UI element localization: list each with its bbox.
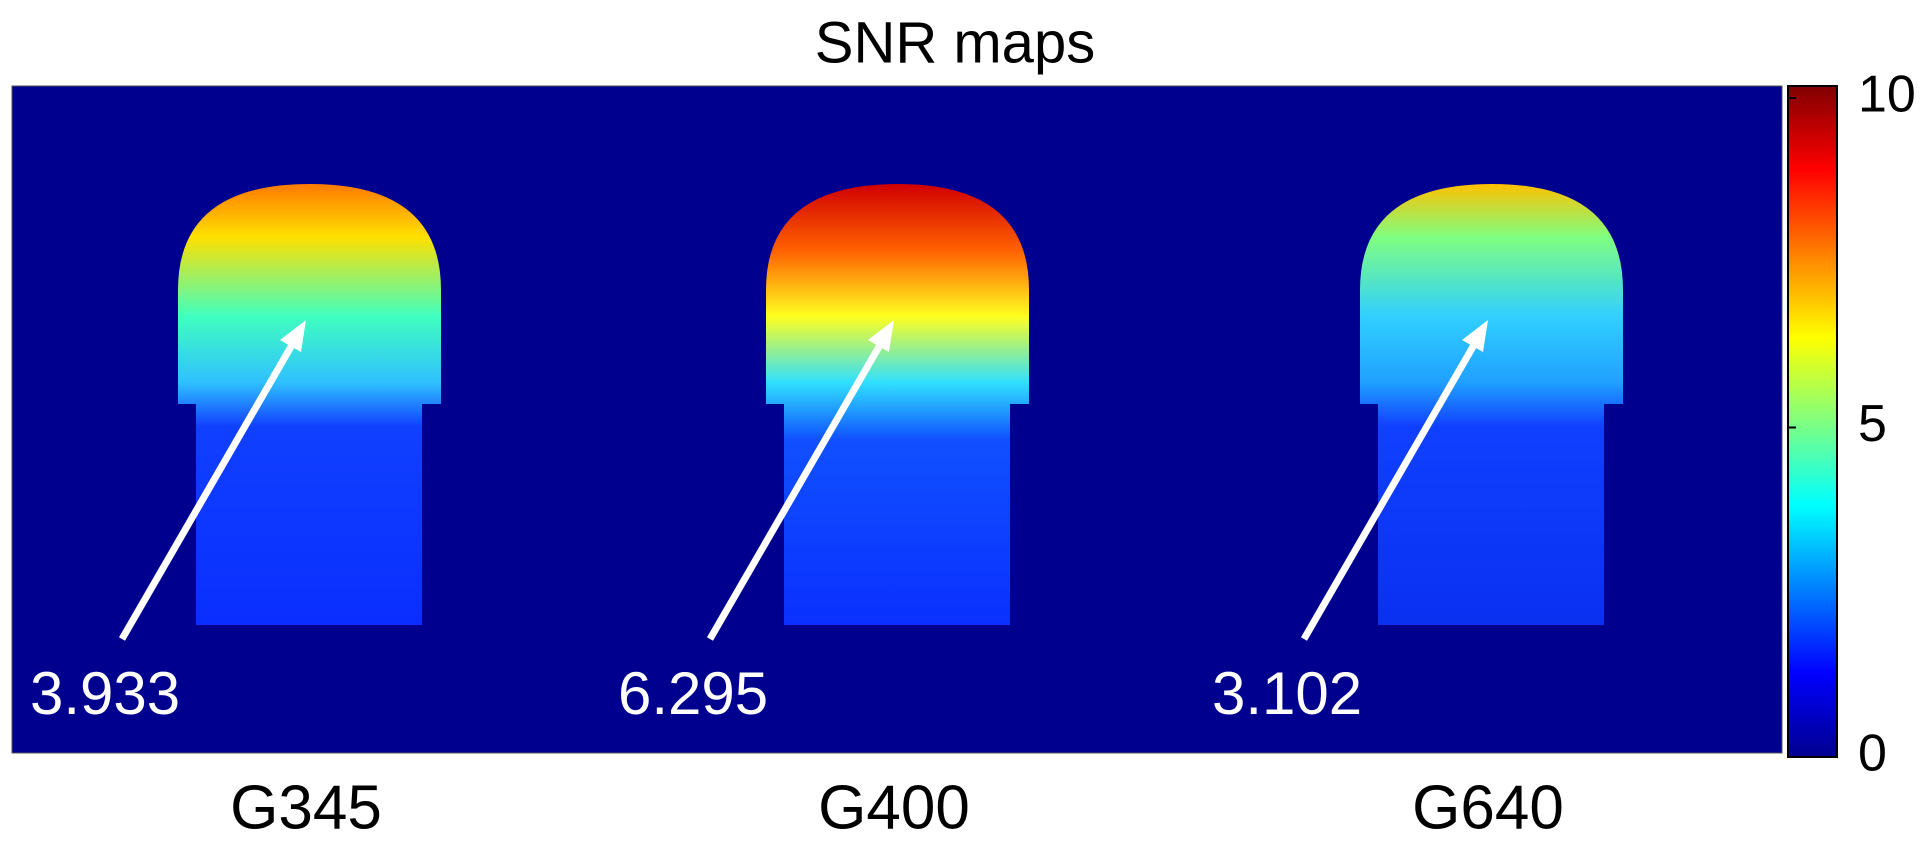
arrow-head <box>280 320 306 352</box>
annotation: 6.295 <box>618 660 768 727</box>
colorbar-tick-label: 10 <box>1858 66 1916 124</box>
arrow <box>706 336 888 641</box>
panel-label: G345 <box>230 773 382 842</box>
colorbar-tick-label: 5 <box>1858 395 1887 453</box>
chart-title: SNR maps <box>815 10 1095 75</box>
arrow-head <box>1462 320 1488 352</box>
annotation: 3.933 <box>30 660 180 727</box>
snr-map <box>178 184 441 625</box>
panel-label: G400 <box>818 773 970 842</box>
panel-label: G640 <box>1412 773 1564 842</box>
annotation: 3.102 <box>1212 660 1362 727</box>
arrow <box>1300 336 1482 641</box>
snr-map <box>1360 184 1623 625</box>
arrow-head <box>868 320 894 352</box>
arrow <box>118 336 300 641</box>
colorbar <box>1787 85 1838 758</box>
snr-map <box>766 184 1029 625</box>
colorbar-tick-label: 0 <box>1858 725 1887 783</box>
